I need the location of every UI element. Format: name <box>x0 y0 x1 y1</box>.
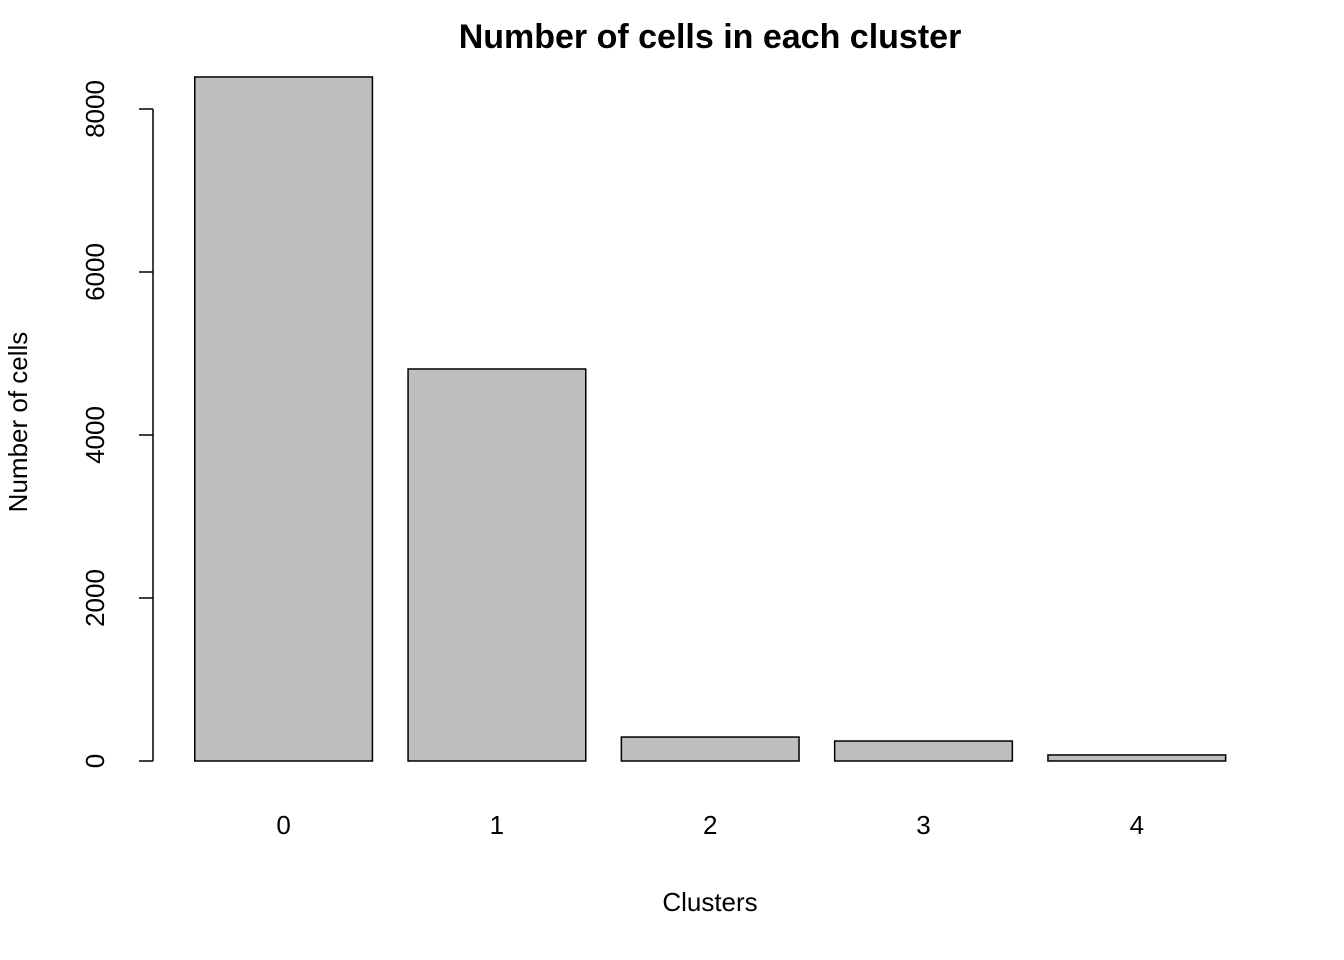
bar <box>407 368 587 762</box>
y-tick-label: 0 <box>80 754 110 768</box>
bar <box>194 76 374 762</box>
y-tick-label: 4000 <box>80 406 110 464</box>
y-tick-label: 8000 <box>80 80 110 138</box>
x-tick-label: 0 <box>276 810 290 840</box>
bar <box>1047 754 1227 762</box>
x-tick-label: 4 <box>1130 810 1144 840</box>
x-tick-label: 3 <box>916 810 930 840</box>
x-tick-label: 2 <box>703 810 717 840</box>
x-tick-label: 1 <box>490 810 504 840</box>
y-tick-label: 2000 <box>80 569 110 627</box>
y-axis-label: Number of cells <box>3 332 33 513</box>
bar <box>620 736 800 762</box>
chart-title: Number of cells in each cluster <box>459 18 962 56</box>
x-axis-label: Clusters <box>662 887 757 917</box>
y-tick-label: 6000 <box>80 243 110 301</box>
bar <box>833 740 1014 762</box>
